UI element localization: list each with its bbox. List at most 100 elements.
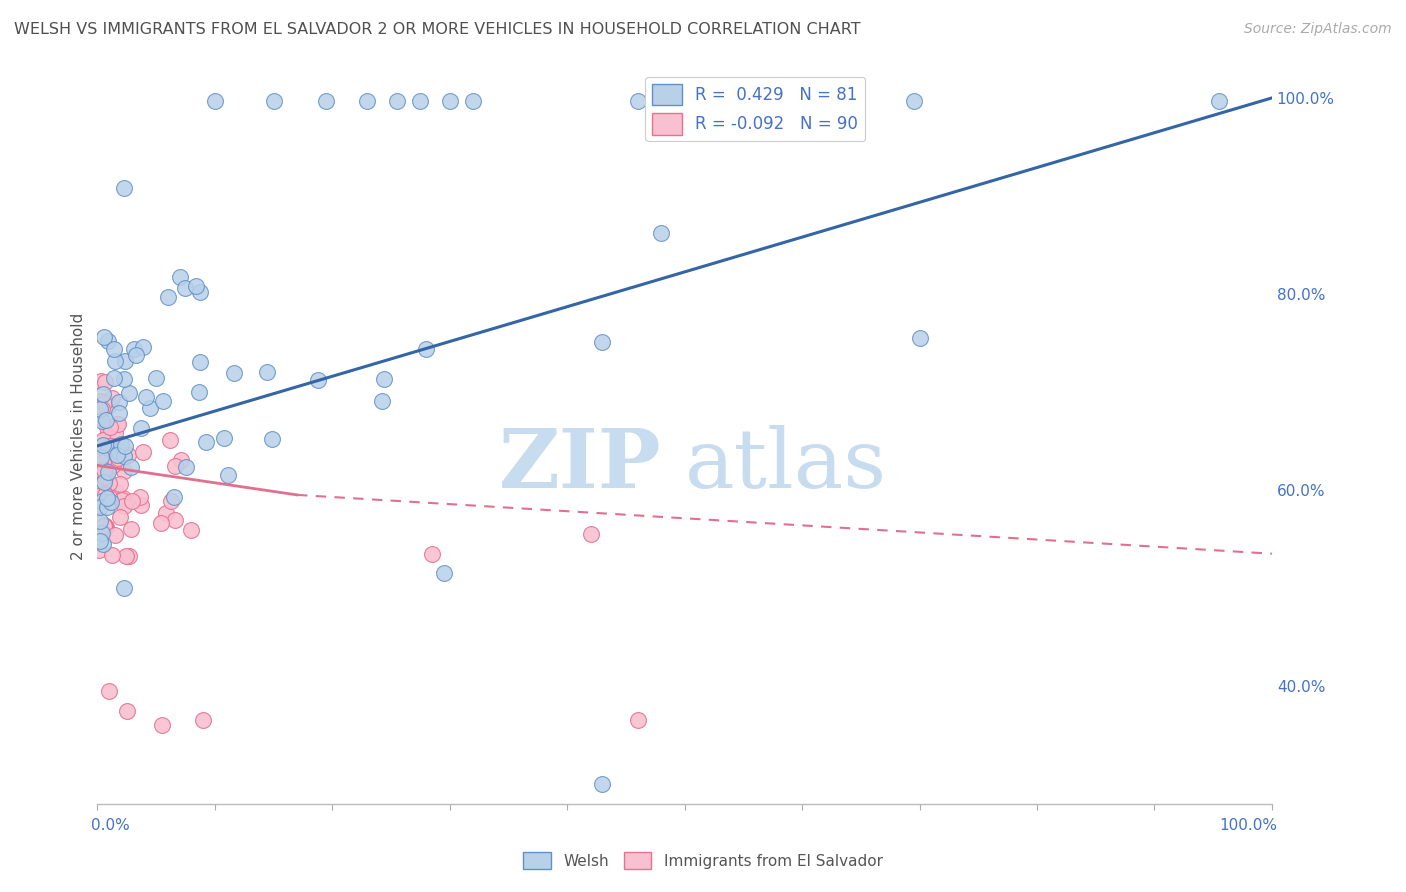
Point (97, 476, 120, 491)
Point (1208, 94, 1230, 108)
Point (97, 495, 120, 509)
Text: atlas: atlas (685, 425, 887, 506)
Point (627, 714, 650, 728)
Point (107, 417, 129, 431)
Point (159, 433, 181, 447)
Point (87, 447, 110, 461)
Point (93, 519, 115, 533)
Point (115, 549, 138, 563)
Point (90, 450, 112, 465)
Point (97, 398, 120, 412)
Point (97, 465, 120, 479)
Point (93, 330, 115, 344)
Point (122, 343, 145, 357)
Point (101, 458, 124, 473)
Point (94, 519, 117, 533)
Point (115, 704, 138, 718)
Point (112, 450, 135, 464)
Point (149, 516, 172, 530)
Text: WELSH VS IMMIGRANTS FROM EL SALVADOR 2 OR MORE VEHICLES IN HOUSEHOLD CORRELATION: WELSH VS IMMIGRANTS FROM EL SALVADOR 2 O… (14, 22, 860, 37)
Point (420, 547, 443, 561)
Point (89, 462, 111, 476)
Point (93, 475, 115, 489)
Point (90, 393, 112, 408)
Point (908, 331, 931, 345)
Point (145, 371, 167, 385)
Text: 100.0%: 100.0% (1220, 818, 1278, 833)
Point (105, 484, 128, 499)
Point (370, 394, 392, 409)
Point (110, 437, 132, 451)
Point (118, 385, 141, 400)
Point (107, 394, 129, 409)
Point (307, 373, 329, 387)
Point (101, 439, 124, 453)
Point (409, 94, 432, 108)
Point (91, 437, 114, 451)
Point (94, 376, 117, 390)
Point (87, 477, 110, 491)
Point (89, 489, 111, 503)
Point (262, 432, 284, 446)
Point (169, 270, 191, 285)
Point (93, 386, 115, 401)
Point (94, 469, 117, 483)
Point (139, 401, 162, 416)
Point (463, 94, 485, 108)
Point (150, 718, 173, 732)
Point (191, 714, 214, 728)
Point (114, 439, 136, 453)
Point (155, 506, 177, 520)
Point (87, 468, 110, 483)
Point (627, 94, 650, 108)
Legend: Welsh, Immigrants from El Salvador: Welsh, Immigrants from El Salvador (517, 846, 889, 875)
Point (110, 477, 132, 491)
Point (93, 487, 115, 501)
Point (89, 465, 111, 479)
Point (173, 281, 195, 295)
Point (87, 493, 110, 508)
Point (217, 468, 239, 483)
Point (117, 448, 139, 462)
Point (90, 463, 112, 477)
Point (93, 517, 115, 532)
Point (94, 488, 117, 502)
Point (579, 527, 602, 541)
Point (89, 500, 111, 514)
Point (93, 463, 115, 477)
Point (125, 348, 148, 362)
Point (315, 94, 337, 108)
Point (96, 500, 118, 514)
Point (356, 94, 378, 108)
Point (180, 523, 202, 537)
Point (89, 514, 111, 528)
Point (433, 566, 456, 581)
Point (131, 340, 153, 354)
Point (89, 490, 111, 504)
Point (107, 450, 129, 465)
Point (91, 526, 114, 541)
Point (90, 450, 112, 464)
Point (103, 371, 125, 385)
Point (91, 480, 114, 494)
Point (96, 520, 118, 534)
Point (110, 509, 132, 524)
Point (89, 402, 111, 417)
Point (96, 465, 118, 479)
Point (112, 491, 135, 505)
Point (129, 421, 152, 435)
Point (591, 777, 613, 791)
Point (129, 498, 152, 512)
Point (104, 426, 127, 441)
Point (174, 460, 197, 475)
Text: ZIP: ZIP (499, 425, 661, 506)
Point (121, 494, 143, 508)
Point (90, 414, 112, 428)
Text: Source: ZipAtlas.com: Source: ZipAtlas.com (1244, 22, 1392, 37)
Point (90, 449, 112, 463)
Point (89, 411, 111, 425)
Point (212, 431, 235, 445)
Point (170, 453, 193, 467)
Point (112, 500, 135, 514)
Point (87, 456, 110, 470)
